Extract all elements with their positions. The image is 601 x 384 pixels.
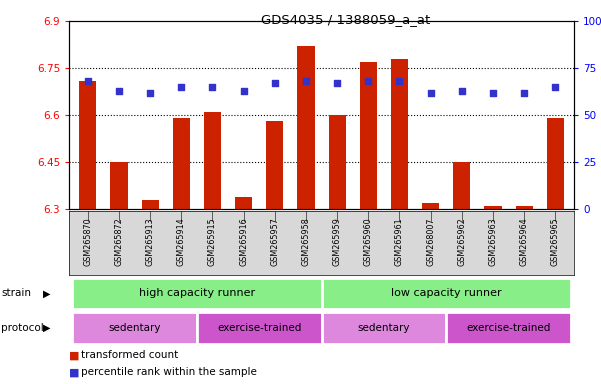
Point [83, 78, 93, 84]
Bar [422, 203, 439, 209]
Text: sedentary: sedentary [108, 323, 161, 333]
Point [519, 89, 529, 96]
Point [208, 84, 218, 90]
Bar [72, 312, 197, 344]
Bar [79, 81, 96, 209]
Text: GSM265960: GSM265960 [364, 217, 373, 266]
Bar [322, 312, 446, 344]
Bar [142, 200, 159, 209]
Bar [446, 312, 571, 344]
Text: exercise-trained: exercise-trained [466, 323, 551, 333]
Text: GSM265872: GSM265872 [114, 217, 123, 266]
Bar [322, 278, 571, 309]
Bar [453, 162, 471, 209]
Text: GSM265916: GSM265916 [239, 217, 248, 266]
Bar [111, 162, 127, 209]
Text: sedentary: sedentary [358, 323, 410, 333]
Text: GSM265915: GSM265915 [208, 217, 217, 266]
Text: GSM265961: GSM265961 [395, 217, 404, 266]
Text: GSM265913: GSM265913 [145, 217, 154, 266]
Text: ■: ■ [69, 367, 79, 377]
Text: GSM265957: GSM265957 [270, 217, 279, 266]
Text: GDS4035 / 1388059_a_at: GDS4035 / 1388059_a_at [261, 13, 431, 26]
Text: percentile rank within the sample: percentile rank within the sample [81, 367, 257, 377]
Text: GSM265959: GSM265959 [332, 217, 341, 266]
Bar [197, 312, 322, 344]
Bar [266, 121, 283, 209]
Bar [297, 46, 314, 209]
Text: GSM265962: GSM265962 [457, 217, 466, 266]
Point [114, 88, 124, 94]
Text: high capacity runner: high capacity runner [139, 288, 255, 298]
Point [332, 80, 342, 86]
Point [177, 84, 186, 90]
Point [364, 78, 373, 84]
Bar [172, 118, 190, 209]
Text: transformed count: transformed count [81, 350, 178, 360]
Text: low capacity runner: low capacity runner [391, 288, 501, 298]
Point [239, 88, 248, 94]
Text: ▶: ▶ [43, 288, 50, 298]
Bar [72, 278, 322, 309]
Text: GSM265914: GSM265914 [177, 217, 186, 266]
Point [270, 80, 279, 86]
Text: GSM265963: GSM265963 [489, 217, 498, 266]
Bar [329, 115, 346, 209]
Text: ▶: ▶ [43, 323, 50, 333]
Point [551, 84, 560, 90]
Text: protocol: protocol [1, 323, 44, 333]
Bar [516, 206, 532, 209]
Bar [360, 62, 377, 209]
Bar [484, 206, 501, 209]
Text: GSM265870: GSM265870 [84, 217, 93, 266]
Point [426, 89, 435, 96]
Point [301, 78, 311, 84]
Point [488, 89, 498, 96]
Text: ■: ■ [69, 350, 79, 360]
Text: GSM268007: GSM268007 [426, 217, 435, 266]
Text: GSM265965: GSM265965 [551, 217, 560, 266]
Point [145, 89, 155, 96]
Point [457, 88, 466, 94]
Text: exercise-trained: exercise-trained [217, 323, 301, 333]
Bar [547, 118, 564, 209]
Bar [204, 112, 221, 209]
Text: GSM265958: GSM265958 [302, 217, 311, 266]
Bar [235, 197, 252, 209]
Bar [391, 59, 408, 209]
Point [395, 78, 404, 84]
Text: GSM265964: GSM265964 [520, 217, 529, 266]
Text: strain: strain [1, 288, 31, 298]
